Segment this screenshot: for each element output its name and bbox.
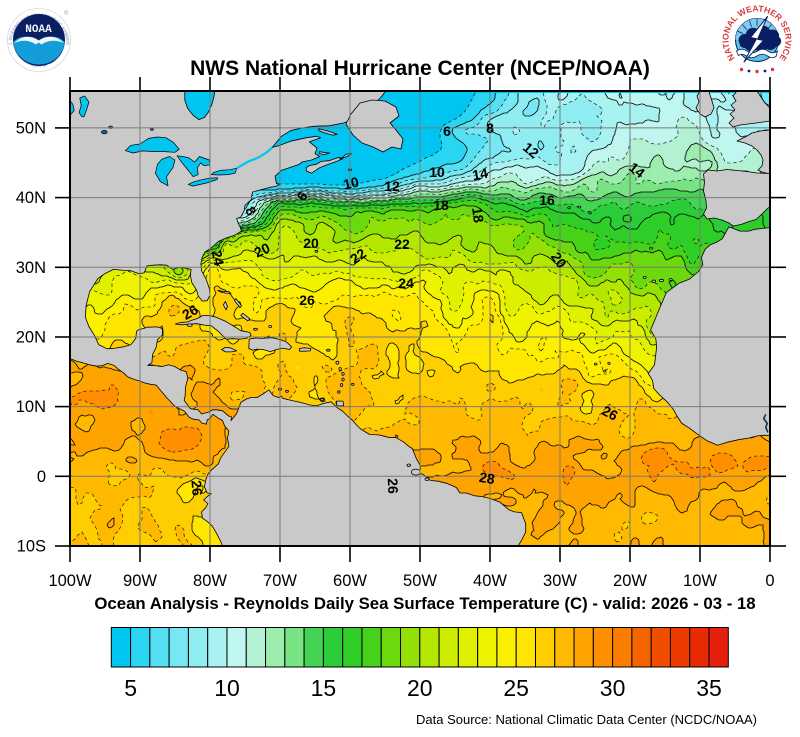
svg-text:10S: 10S	[17, 538, 46, 556]
svg-text:70W: 70W	[263, 572, 297, 590]
svg-text:18: 18	[433, 197, 449, 213]
svg-text:NOAA: NOAA	[25, 24, 52, 36]
svg-text:26: 26	[385, 478, 402, 494]
svg-text:20: 20	[303, 235, 319, 251]
svg-text:26: 26	[299, 292, 315, 308]
svg-text:25: 25	[503, 675, 529, 701]
svg-text:35: 35	[696, 675, 722, 701]
svg-text:30W: 30W	[543, 572, 577, 590]
svg-text:30: 30	[600, 675, 626, 701]
svg-text:5: 5	[124, 675, 137, 701]
svg-text:40W: 40W	[473, 572, 507, 590]
svg-text:20W: 20W	[613, 572, 647, 590]
svg-text:10: 10	[342, 174, 361, 193]
svg-text:100W: 100W	[48, 572, 92, 590]
svg-text:0: 0	[765, 572, 774, 590]
svg-text:10: 10	[214, 675, 240, 701]
svg-text:10N: 10N	[16, 398, 46, 416]
svg-text:15: 15	[311, 675, 337, 701]
svg-text:90W: 90W	[123, 572, 157, 590]
svg-text:6: 6	[443, 123, 451, 139]
svg-text:28: 28	[478, 469, 496, 487]
svg-text:20: 20	[407, 675, 433, 701]
svg-text:16: 16	[539, 192, 555, 208]
svg-text:60W: 60W	[333, 572, 367, 590]
svg-text:24: 24	[209, 249, 228, 268]
svg-text:20N: 20N	[16, 329, 46, 347]
svg-text:®: ®	[64, 10, 69, 17]
svg-text:26: 26	[179, 301, 201, 323]
svg-text:40N: 40N	[16, 189, 46, 207]
svg-text:12: 12	[384, 178, 400, 194]
svg-text:10W: 10W	[683, 572, 717, 590]
svg-text:30N: 30N	[16, 259, 46, 277]
svg-text:10: 10	[429, 164, 445, 180]
svg-text:Data Source: National Climatic: Data Source: National Climatic Data Cent…	[416, 712, 757, 727]
svg-text:18: 18	[469, 206, 487, 224]
svg-text:20: 20	[252, 239, 273, 260]
svg-text:50W: 50W	[403, 572, 437, 590]
svg-text:8: 8	[486, 120, 494, 136]
svg-text:80W: 80W	[193, 572, 227, 590]
svg-text:14: 14	[471, 165, 489, 183]
svg-text:50N: 50N	[16, 119, 46, 137]
svg-text:22: 22	[394, 236, 410, 252]
svg-text:0: 0	[37, 468, 46, 486]
svg-text:Ocean Analysis - Reynolds Dail: Ocean Analysis - Reynolds Daily Sea Surf…	[94, 594, 755, 613]
svg-text:24: 24	[398, 275, 414, 291]
svg-text:26: 26	[188, 480, 205, 497]
svg-text:NWS National Hurricane Center: NWS National Hurricane Center (NCEP/NOAA…	[190, 57, 650, 80]
svg-text:26: 26	[599, 402, 620, 424]
